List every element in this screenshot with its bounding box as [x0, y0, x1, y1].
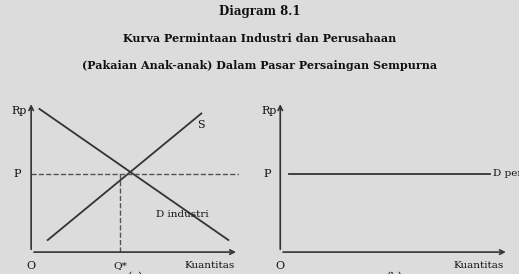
Text: (a): (a): [127, 272, 143, 274]
Text: Q*: Q*: [114, 261, 127, 270]
Text: O: O: [276, 261, 285, 271]
Text: (Pakaian Anak-anak) Dalam Pasar Persaingan Sempurna: (Pakaian Anak-anak) Dalam Pasar Persaing…: [82, 60, 437, 71]
Text: Diagram 8.1: Diagram 8.1: [218, 5, 301, 18]
Text: Kuantitas: Kuantitas: [184, 261, 235, 270]
Text: (b): (b): [387, 272, 402, 274]
Text: O: O: [26, 261, 36, 271]
Text: P: P: [264, 169, 271, 179]
Text: Rp: Rp: [261, 106, 277, 116]
Text: Kuantitas: Kuantitas: [454, 261, 504, 270]
Text: Rp: Rp: [11, 106, 26, 116]
Text: P: P: [13, 169, 21, 179]
Text: Kurva Permintaan Industri dan Perusahaan: Kurva Permintaan Industri dan Perusahaan: [123, 33, 396, 44]
Text: D perusahaan: D perusahaan: [493, 169, 519, 178]
Text: S: S: [197, 121, 205, 130]
Text: D industri: D industri: [156, 210, 208, 219]
